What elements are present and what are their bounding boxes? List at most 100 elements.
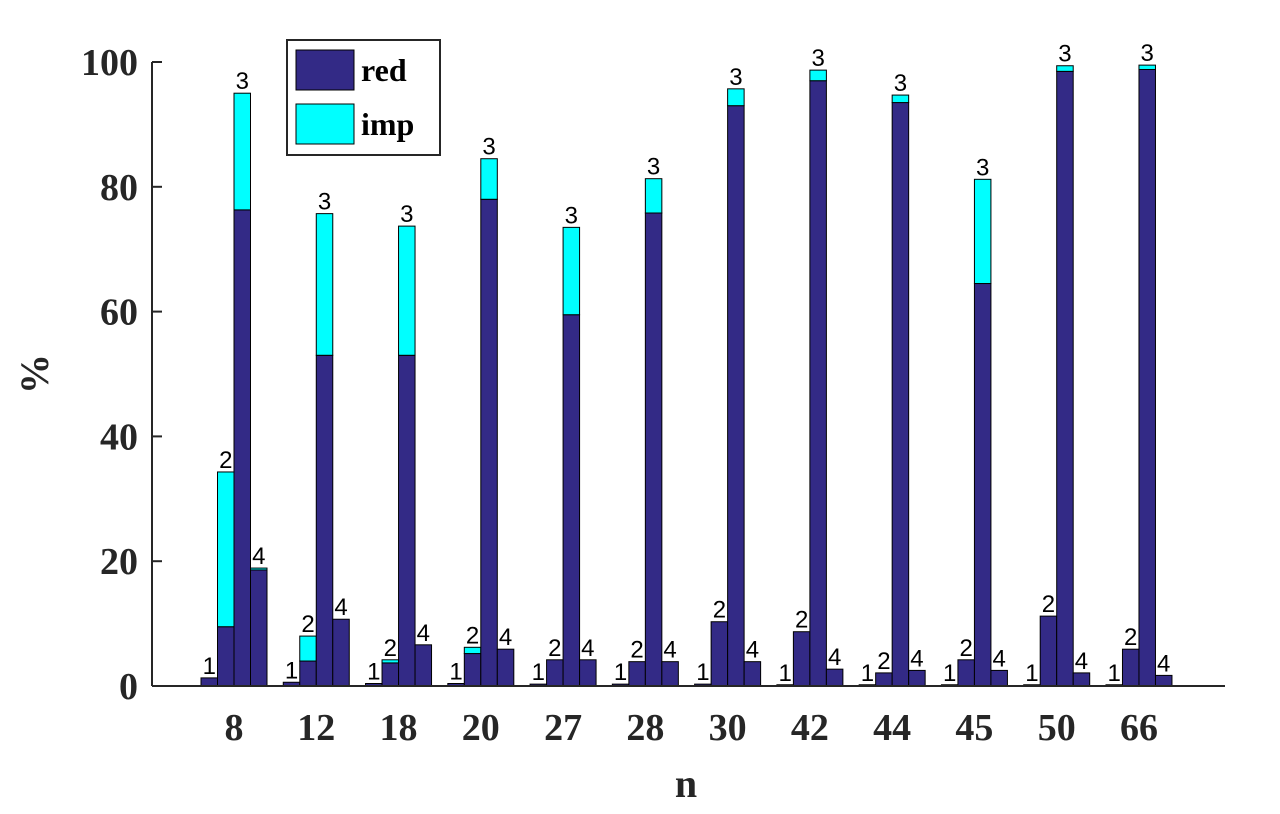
bar-imp-50-3 <box>1056 65 1074 72</box>
bar-label: 2 <box>219 447 232 474</box>
y-tick-label: 40 <box>100 416 138 458</box>
bar-imp-44-3 <box>891 94 910 104</box>
bar-imp-28-3 <box>644 178 663 214</box>
x-tick-label: 20 <box>462 707 500 749</box>
bar-red-42-3 <box>809 80 827 687</box>
x-axis-title: n <box>675 761 697 806</box>
bar-imp-42-3 <box>809 69 827 82</box>
bar-red-12-2 <box>299 660 317 687</box>
bar-red-27-4 <box>579 659 597 687</box>
bar-label: 1 <box>203 653 216 680</box>
bar-red-28-3 <box>644 212 663 687</box>
bar-red-20-4 <box>496 648 515 687</box>
bar-label: 1 <box>285 657 298 684</box>
bar-red-44-4 <box>908 669 926 687</box>
bar-label: 4 <box>746 637 759 664</box>
bar-label: 2 <box>301 611 314 638</box>
bar-red-66-3 <box>1138 68 1156 687</box>
bar-label: 4 <box>1075 648 1088 675</box>
bar-label: 2 <box>795 607 808 634</box>
bar-red-45-2 <box>957 659 975 687</box>
bar-label: 4 <box>252 543 265 570</box>
bar-imp-8-2 <box>217 471 235 628</box>
bar-label: 3 <box>1058 41 1071 68</box>
bar-label: 3 <box>894 70 907 97</box>
bar-label: 2 <box>1124 624 1137 651</box>
bar-red-30-4 <box>743 661 762 687</box>
bar-label: 2 <box>548 635 561 662</box>
bar-label: 4 <box>663 637 676 664</box>
bar-red-8-4 <box>250 569 268 687</box>
x-tick-label: 42 <box>791 707 829 749</box>
bar-label: 1 <box>1108 660 1121 687</box>
bar-label: 3 <box>236 68 249 95</box>
bar-label: 1 <box>696 659 709 686</box>
bar-label: 3 <box>647 154 660 181</box>
y-axis-title: % <box>12 354 57 394</box>
legend-label-red: red <box>361 52 407 88</box>
bar-label: 1 <box>1025 660 1038 687</box>
bar-label: 1 <box>532 659 545 686</box>
y-tick-label: 0 <box>119 666 138 708</box>
bar-label: 3 <box>811 45 824 72</box>
bar-label: 2 <box>877 648 890 675</box>
x-tick-label: 18 <box>380 707 418 749</box>
bar-imp-66-3 <box>1138 64 1156 70</box>
bar-red-27-2 <box>546 659 564 687</box>
bar-imp-20-3 <box>480 158 498 200</box>
bar-red-27-3 <box>562 314 581 687</box>
bar-label: 4 <box>581 635 594 662</box>
bar-red-12-4 <box>332 618 350 687</box>
bar-red-50-3 <box>1056 70 1074 687</box>
bar-imp-8-3 <box>233 92 251 211</box>
bar-label: 2 <box>1042 591 1055 618</box>
bar-label: 2 <box>630 637 643 664</box>
x-tick-label: 27 <box>544 707 582 749</box>
bar-label: 2 <box>713 597 726 624</box>
legend: red imp <box>286 39 441 156</box>
bar-label: 3 <box>318 189 331 216</box>
legend-swatch-imp <box>295 103 355 145</box>
x-tick-label: 44 <box>873 707 911 749</box>
bar-label: 4 <box>1157 650 1170 677</box>
bar-label: 3 <box>729 64 742 91</box>
bar-red-45-4 <box>990 669 1008 687</box>
bar-label: 4 <box>417 620 430 647</box>
bar-red-8-2 <box>217 626 235 687</box>
x-tick-label: 12 <box>297 707 335 749</box>
bar-label: 1 <box>943 660 956 687</box>
bar-label: 2 <box>466 622 479 649</box>
legend-label-imp: imp <box>361 106 414 142</box>
bar-imp-30-3 <box>727 88 745 107</box>
bar-label: 4 <box>334 594 347 621</box>
bar-label: 1 <box>367 659 380 686</box>
y-tick-label: 60 <box>100 292 138 334</box>
bar-red-18-4 <box>414 644 433 687</box>
x-tick-label: 30 <box>709 707 747 749</box>
bar-imp-12-2 <box>299 635 317 662</box>
legend-swatch-red <box>295 49 355 91</box>
bar-imp-8-4 <box>250 567 268 571</box>
x-tick-label: 50 <box>1038 707 1076 749</box>
bar-red-18-2 <box>381 662 400 687</box>
bar-label: 2 <box>384 635 397 662</box>
y-tick-label: 100 <box>81 42 138 84</box>
bar-red-12-3 <box>315 354 334 687</box>
bar-red-18-3 <box>398 354 416 687</box>
bar-label: 1 <box>449 659 462 686</box>
bar-red-30-2 <box>710 621 729 687</box>
bar-red-8-3 <box>233 209 251 687</box>
bar-imp-12-3 <box>315 213 334 356</box>
bar-label: 3 <box>400 201 413 228</box>
x-tick-label: 28 <box>626 707 664 749</box>
bar-red-20-3 <box>480 198 498 687</box>
bar-red-28-4 <box>661 661 679 687</box>
x-tick-label: 8 <box>225 707 244 749</box>
bar-red-50-2 <box>1039 615 1058 687</box>
bar-label: 1 <box>861 660 874 687</box>
bar-red-45-3 <box>973 283 992 687</box>
y-tick-label: 20 <box>100 541 138 583</box>
y-tick-label: 80 <box>100 167 138 209</box>
